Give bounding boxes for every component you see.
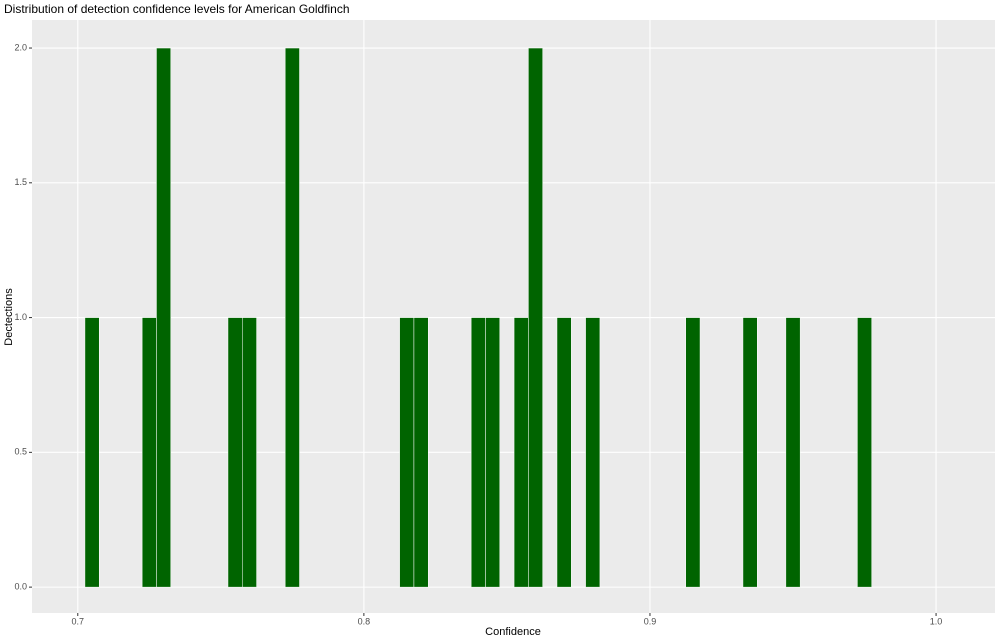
bar bbox=[485, 317, 501, 588]
bar bbox=[470, 317, 486, 588]
bar bbox=[84, 317, 100, 588]
bar bbox=[585, 317, 601, 588]
bar bbox=[399, 317, 415, 588]
x-tick-label: 0.7 bbox=[72, 616, 85, 626]
y-tick-label: 2.0 bbox=[14, 42, 27, 52]
bar bbox=[785, 317, 801, 588]
bar bbox=[685, 317, 701, 588]
y-axis-label: Dectections bbox=[3, 288, 15, 346]
bar bbox=[413, 317, 429, 588]
chart-title: Distribution of detection confidence lev… bbox=[4, 2, 350, 16]
y-tick-label: 1.0 bbox=[14, 312, 27, 322]
y-tick-label: 1.5 bbox=[14, 177, 27, 187]
bar bbox=[742, 317, 758, 588]
bar bbox=[141, 317, 157, 588]
y-tick-label: 0.0 bbox=[14, 581, 27, 591]
x-tick-label: 0.8 bbox=[358, 616, 371, 626]
x-axis-label: Confidence bbox=[485, 626, 541, 638]
bar bbox=[227, 317, 243, 588]
y-tick-label: 0.5 bbox=[14, 447, 27, 457]
bar bbox=[156, 47, 172, 588]
bar bbox=[513, 317, 529, 588]
bar bbox=[242, 317, 257, 588]
bar bbox=[284, 47, 300, 588]
x-tick-label: 0.9 bbox=[644, 616, 657, 626]
panel bbox=[32, 20, 995, 613]
bar bbox=[857, 317, 872, 588]
bar bbox=[528, 47, 543, 588]
bar bbox=[556, 317, 572, 588]
x-tick-label: 1.0 bbox=[930, 616, 943, 626]
